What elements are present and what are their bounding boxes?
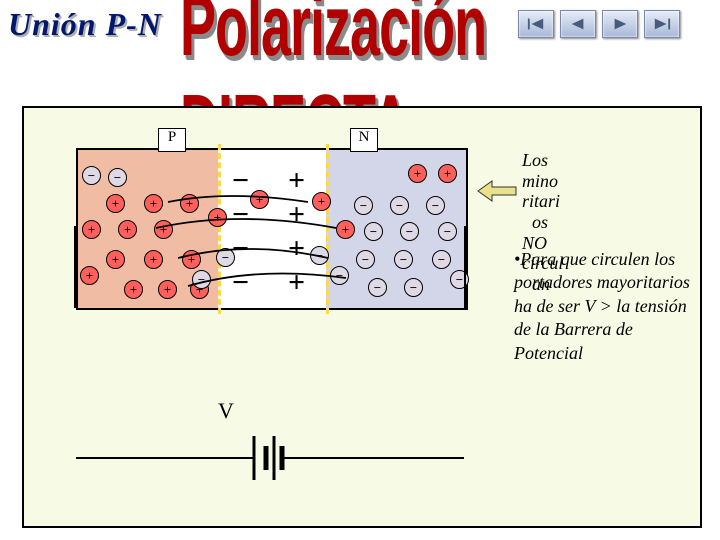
page-title-left: Unión P-N [8,6,162,43]
txt: ritari [522,191,582,212]
minus-charge: − [82,166,101,185]
plus-charge: + [182,250,201,269]
minus-charge: − [310,246,329,265]
dep-minus: − [232,232,249,266]
nav-controls [518,10,680,38]
plus-charge: + [250,190,269,209]
plus-charge: + [80,266,99,285]
minus-charge: − [390,196,409,215]
minus-charge: − [330,266,349,285]
plus-charge: + [312,192,331,211]
minus-charge: − [450,270,469,289]
minus-charge: − [356,250,375,269]
v-label: V [218,398,234,424]
minus-charge: − [368,278,387,297]
minus-charge: − [192,270,211,289]
next-button[interactable] [602,10,638,38]
plus-charge: + [336,220,355,239]
p-label: P [158,128,186,152]
minus-charge: − [108,168,127,187]
plus-charge: + [124,280,143,299]
minus-charge: − [354,196,373,215]
minus-charge: − [216,248,235,267]
minus-charge: − [400,222,419,241]
caption-main: •Para que circulen los portadores mayori… [514,248,694,365]
minus-charge: − [426,196,445,215]
plus-charge: + [158,280,177,299]
txt: Los [522,150,582,171]
plus-charge: + [106,194,125,213]
plus-charge: + [180,194,199,213]
dep-minus: − [232,164,249,198]
plus-charge: + [438,164,457,183]
minus-charge: − [404,278,423,297]
dep-plus: + [288,232,305,266]
txt: os [532,212,582,233]
plus-charge: + [82,220,101,239]
plus-charge: + [208,208,227,227]
plus-charge: + [118,220,137,239]
plus-charge: + [144,250,163,269]
last-button[interactable] [644,10,680,38]
dep-plus: + [288,198,305,232]
minus-charge: − [394,250,413,269]
dep-minus: − [232,198,249,232]
minus-charge: − [438,222,457,241]
dep-minus: − [232,266,249,300]
minus-charge: − [364,222,383,241]
pn-junction-diagram: P N − − − − + + + + − − + + + + + + + + … [76,148,468,310]
slide-frame: P N − − − − + + + + − − + + + + + + + + … [22,106,702,528]
depletion-dash-left [218,144,221,314]
plus-charge: + [408,164,427,183]
txt: mino [522,171,582,192]
dep-plus: + [288,266,305,300]
depletion-dash-right [326,144,329,314]
plus-charge: + [154,220,173,239]
external-circuit [76,308,464,488]
minus-charge: − [432,250,451,269]
n-label: N [350,128,378,152]
plus-charge: + [106,250,125,269]
arrow-left-icon [476,176,518,206]
plus-charge: + [144,194,163,213]
prev-button[interactable] [560,10,596,38]
dep-plus: + [288,164,305,198]
